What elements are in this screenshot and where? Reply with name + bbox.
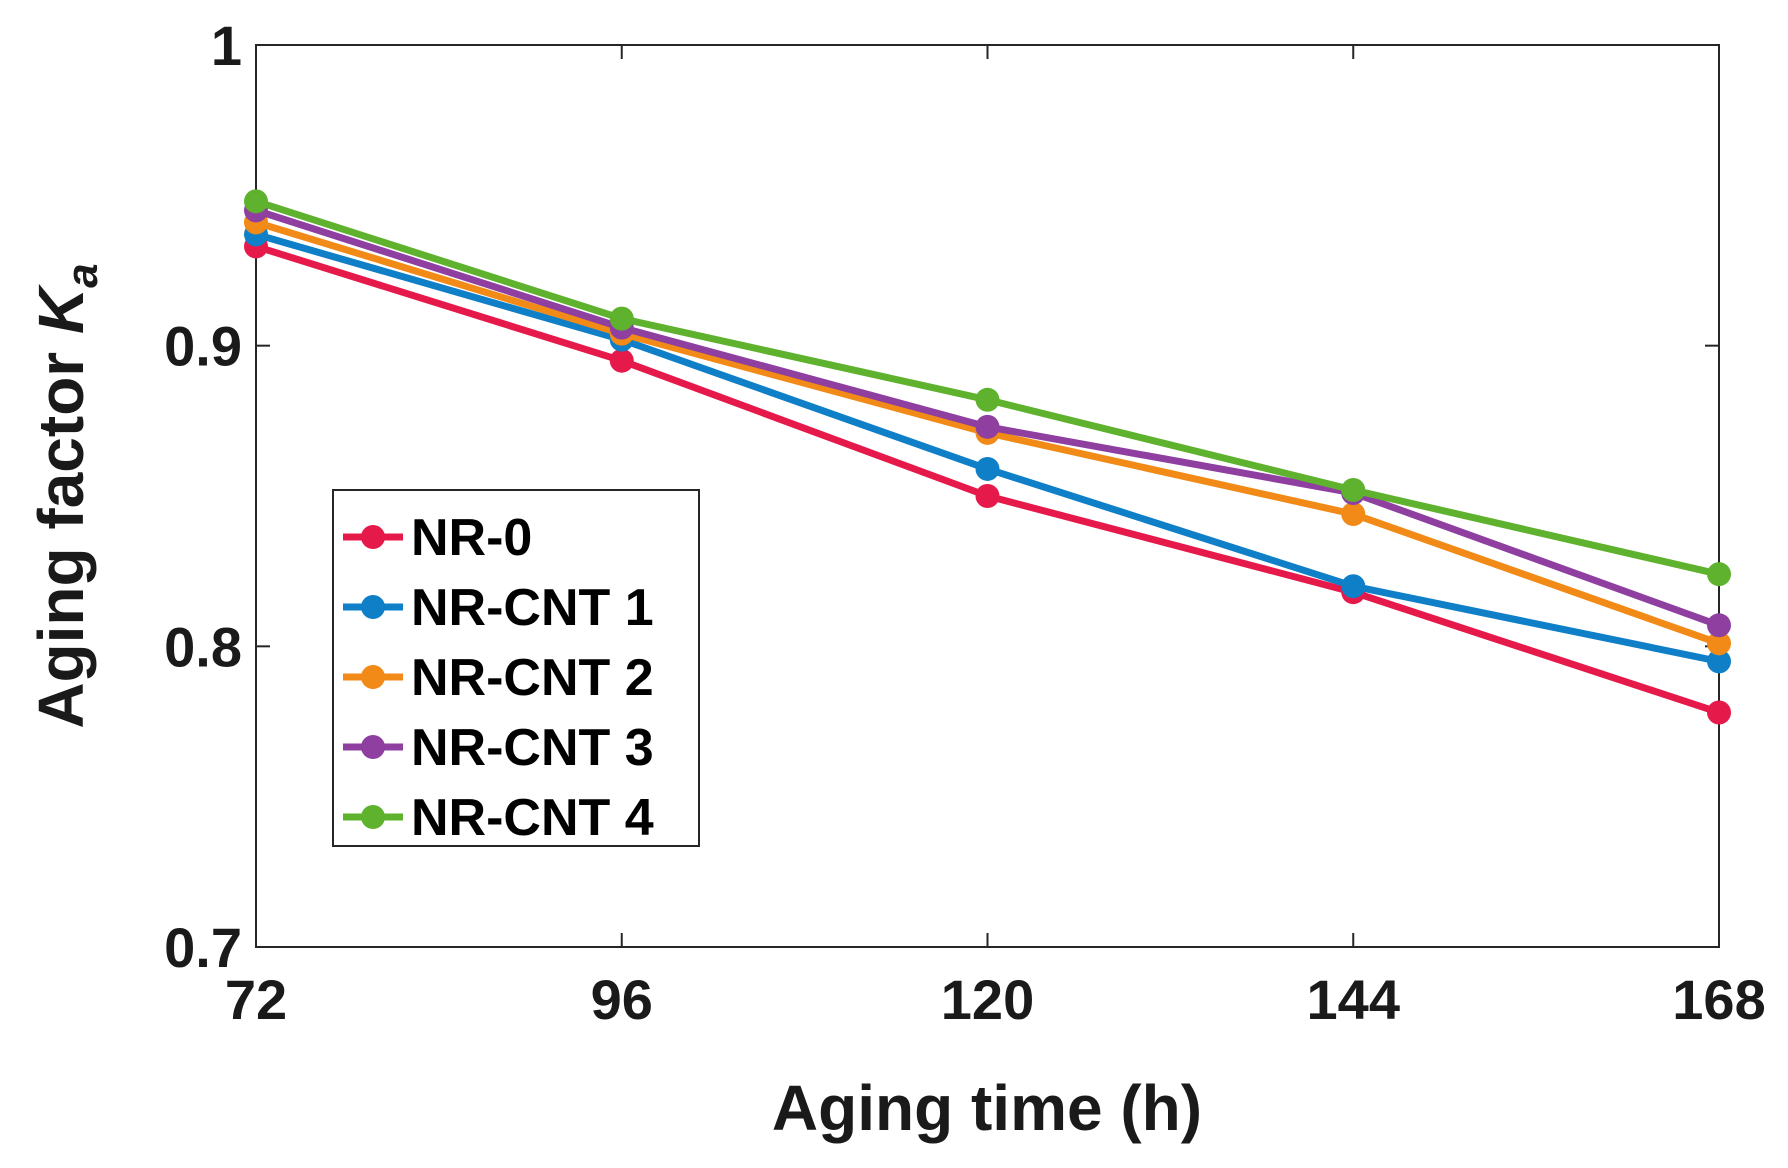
y-tick-label: 0.8 (164, 615, 242, 678)
x-tick-label: 120 (941, 968, 1034, 1031)
legend-label: NR-CNT 2 (411, 649, 654, 707)
y-axis-ticks: 0.7 0.8 0.9 1 (164, 14, 1719, 979)
data-point-nr-cnt-1 (1707, 649, 1731, 674)
y-tick-label: 0.9 (164, 315, 242, 378)
legend-label: NR-CNT 1 (411, 579, 654, 637)
legend-label: NR-CNT 3 (411, 719, 654, 777)
data-point-nr-cnt-2 (1341, 502, 1366, 527)
y-axis-title-subscript: a (58, 263, 107, 287)
data-point-nr-cnt-3 (975, 414, 1000, 439)
x-tick-label: 96 (591, 968, 653, 1031)
data-point-nr-cnt-1 (1341, 574, 1366, 599)
data-point-nr-cnt-4 (1707, 562, 1731, 587)
x-tick-label: 72 (225, 968, 287, 1031)
legend-swatch-marker (361, 525, 385, 549)
data-point-nr-cnt-4 (244, 189, 268, 214)
legend: NR-0 NR-CNT 1 NR-CNT 2 NR-CNT 3 NR-CNT 4 (332, 489, 700, 847)
y-tick-label: 0.7 (164, 916, 242, 979)
y-axis-title-text: Aging factor (25, 334, 97, 729)
legend-box (332, 489, 700, 847)
data-point-nr-cnt-4 (975, 387, 1000, 412)
data-point-nr-cnt-3 (1707, 613, 1731, 638)
legend-item-nr-cnt-1: NR-CNT 1 (343, 579, 654, 637)
legend-item-nr-cnt-4: NR-CNT 4 (343, 789, 654, 847)
x-tick-label: 168 (1672, 968, 1765, 1031)
data-point-nr-cnt-1 (975, 456, 1000, 481)
data-point-nr-cnt-4 (609, 306, 634, 331)
data-point-nr-0 (975, 484, 1000, 508)
data-point-nr-0 (609, 348, 634, 373)
data-point-nr-cnt-2 (1707, 631, 1731, 656)
series-layer (244, 189, 1731, 725)
legend-swatch-marker (361, 595, 385, 619)
legend-swatch-marker (361, 665, 385, 689)
x-axis-title: Aging time (h) (772, 1072, 1202, 1144)
series-nr-cnt-4 (244, 189, 1731, 587)
legend-label: NR-CNT 4 (411, 789, 654, 847)
legend-label: NR-0 (411, 509, 532, 567)
data-point-nr-cnt-4 (1341, 477, 1366, 502)
legend-swatch-marker (361, 735, 385, 759)
data-point-nr-0 (1707, 700, 1731, 725)
x-tick-label: 144 (1307, 968, 1400, 1031)
legend-item-nr-0: NR-0 (343, 509, 532, 567)
legend-item-nr-cnt-2: NR-CNT 2 (343, 649, 654, 707)
x-axis-ticks: 72 96 120 144 168 (225, 45, 1766, 1031)
legend-item-nr-cnt-3: NR-CNT 3 (343, 719, 654, 777)
y-tick-label: 1 (211, 14, 242, 77)
y-axis-title: Aging factor Ka (25, 263, 107, 728)
legend-swatch-marker (361, 805, 385, 829)
y-axis-title-variable: K (25, 283, 97, 334)
